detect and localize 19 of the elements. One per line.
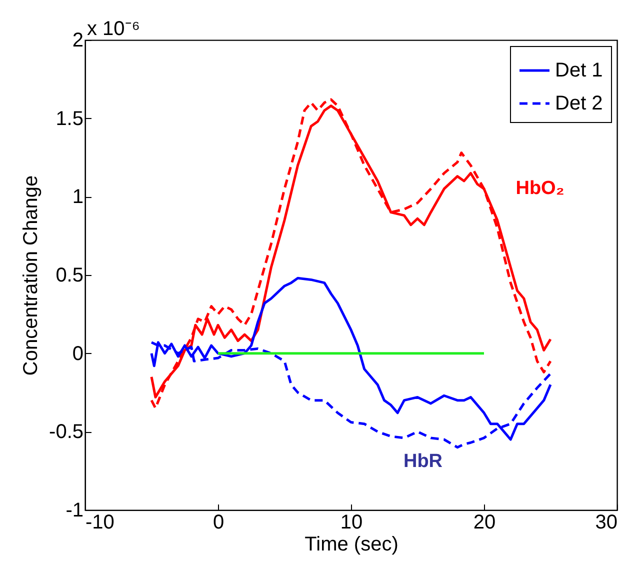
legend-label: Det 2 bbox=[555, 92, 603, 114]
legend-label: Det 1 bbox=[555, 60, 603, 82]
x-tick-label: 20 bbox=[473, 512, 496, 534]
annotation: HbR bbox=[403, 451, 443, 472]
y-tick-label: 1.5 bbox=[56, 108, 84, 130]
y-tick-label: 0.5 bbox=[56, 264, 84, 286]
x-axis-title: Time (sec) bbox=[304, 534, 398, 556]
text: x 10⁻⁶ bbox=[87, 18, 140, 40]
annotation: HbO₂ bbox=[516, 178, 564, 199]
x-tick-label: 30 bbox=[595, 512, 618, 534]
x-tick-label: 0 bbox=[212, 512, 224, 534]
x-tick-label: -10 bbox=[86, 512, 114, 534]
x-tick-label: 10 bbox=[340, 512, 363, 534]
y-tick-label: 0 bbox=[72, 342, 84, 365]
y-axis-title: Concentration Change bbox=[20, 175, 42, 376]
y-tick-label: -1 bbox=[66, 500, 84, 522]
y-tick-label: -0.5 bbox=[49, 421, 84, 444]
y-tick-label: 1 bbox=[72, 186, 84, 208]
y-tick-label: 2 bbox=[72, 30, 84, 52]
